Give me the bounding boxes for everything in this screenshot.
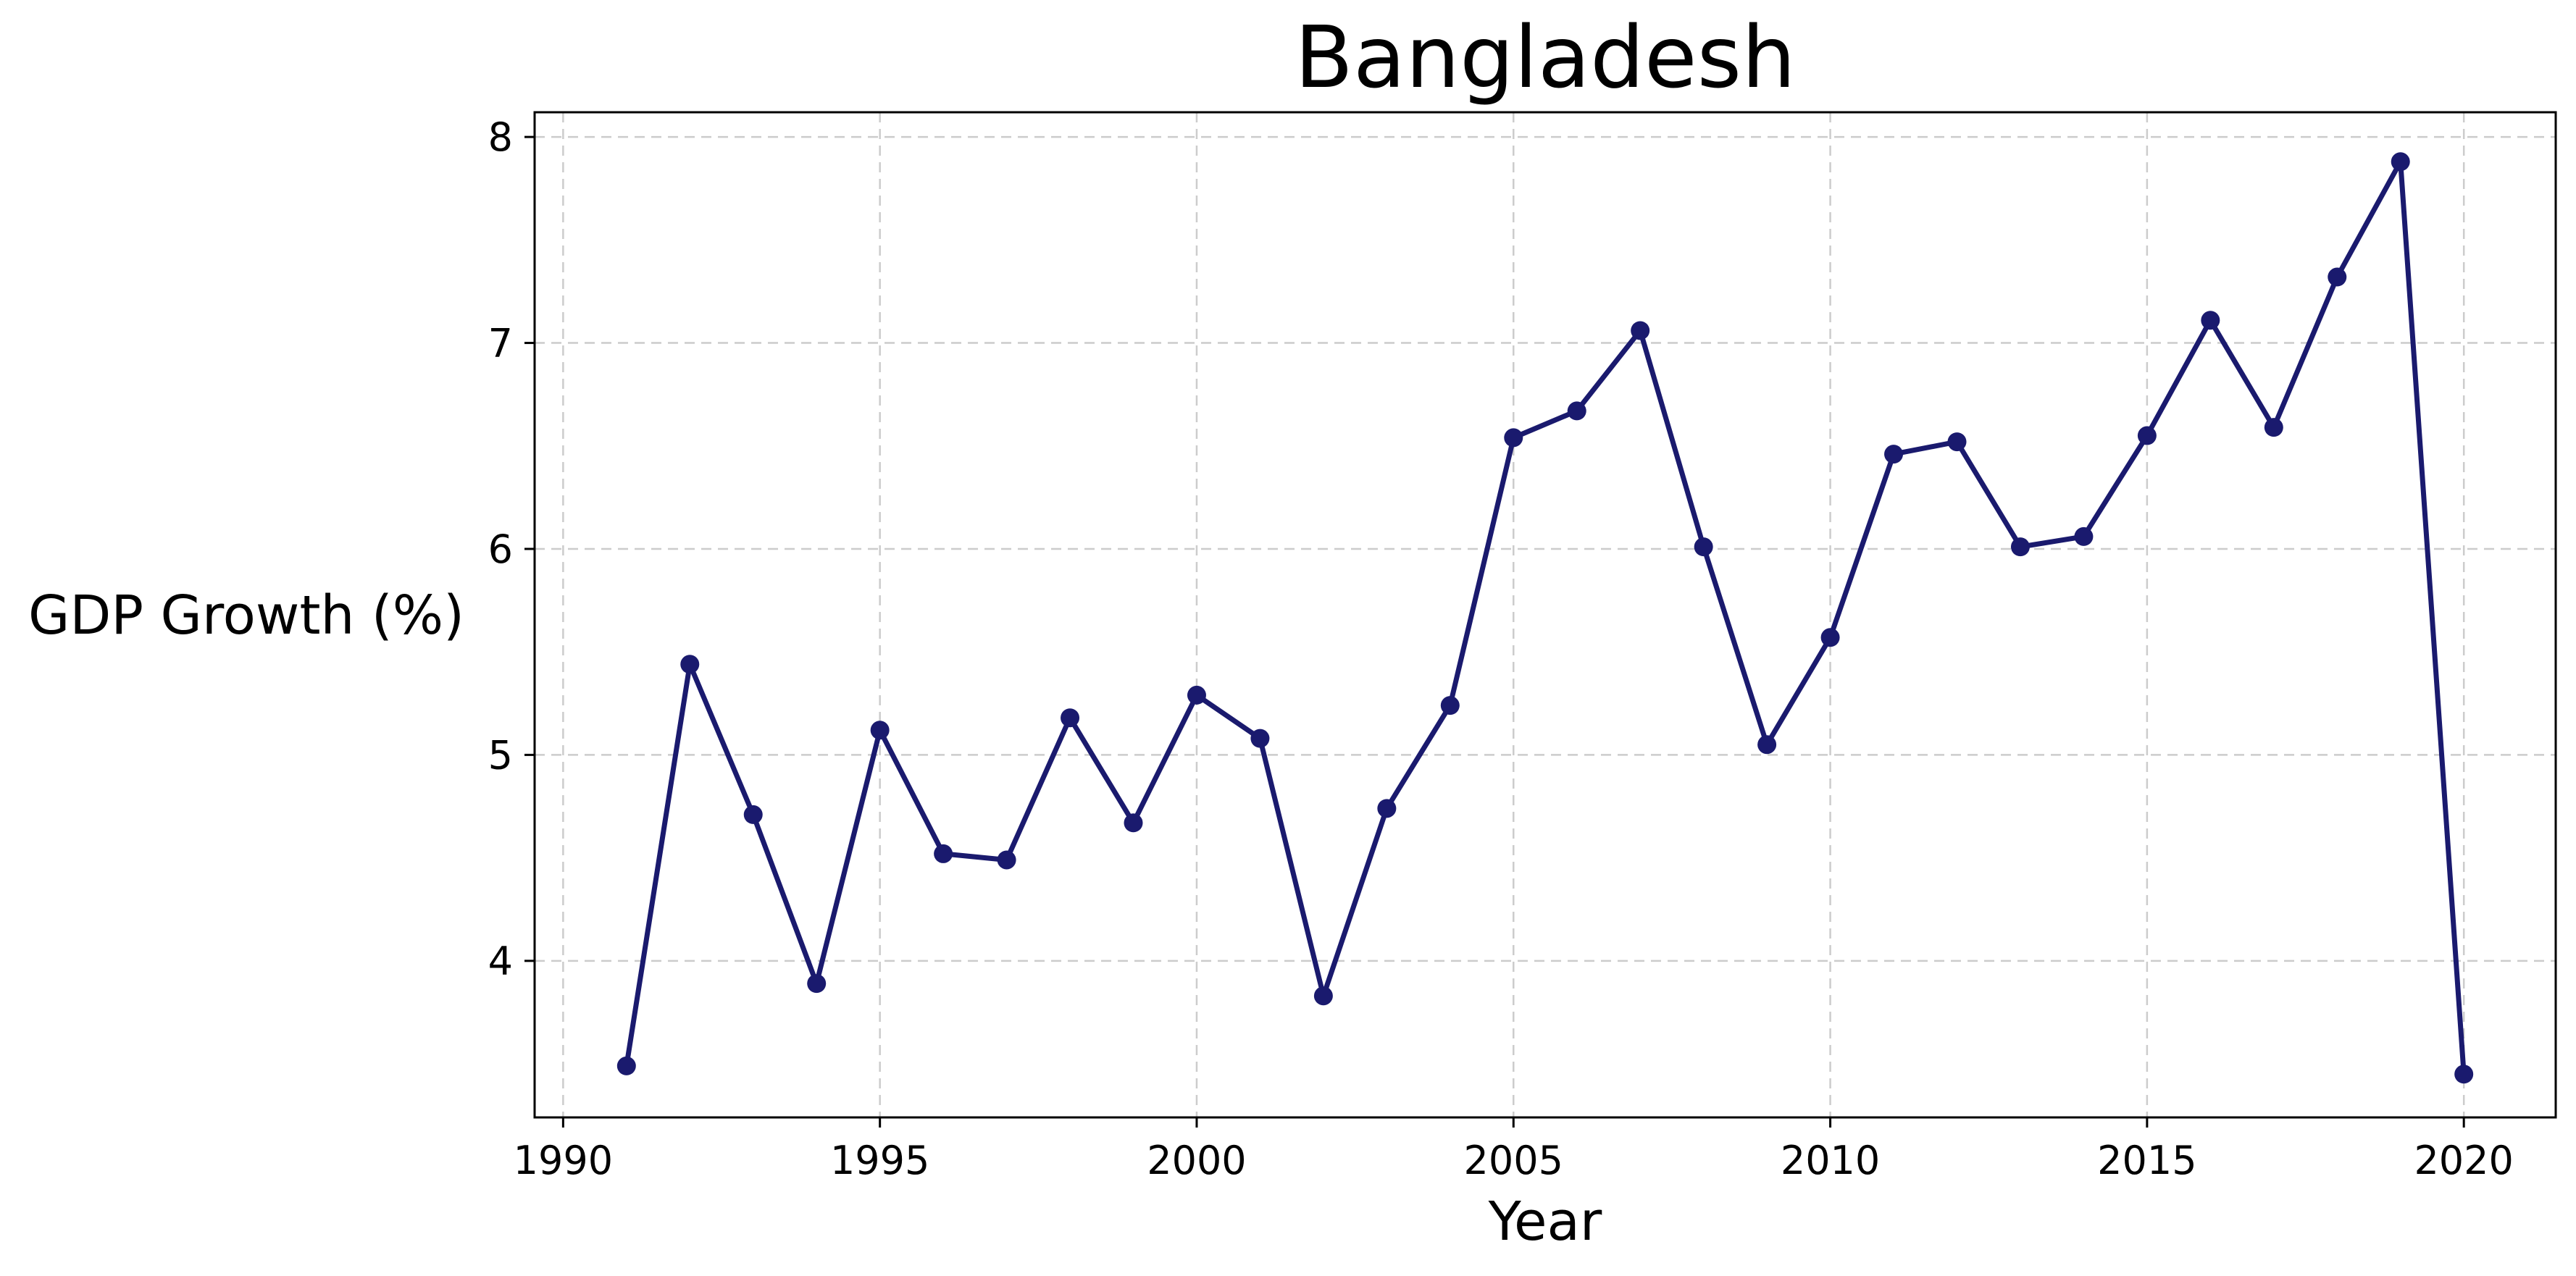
y-tick-label: 6: [488, 526, 513, 572]
x-tick-label: 1990: [514, 1138, 613, 1183]
y-tick-label: 4: [488, 939, 513, 984]
data-point: [1440, 696, 1460, 715]
data-point: [2201, 311, 2220, 330]
data-point: [807, 974, 827, 994]
data-point: [2454, 1065, 2474, 1084]
y-axis: 4 5 6 7 8: [488, 114, 535, 984]
data-point: [1884, 445, 1904, 464]
data-point: [1947, 432, 1967, 452]
data-point: [2328, 267, 2347, 287]
data-point: [1694, 537, 1713, 557]
series-line: [624, 159, 2467, 1077]
data-point: [616, 1056, 636, 1075]
data-point: [2137, 426, 2157, 445]
data-point: [1187, 685, 1206, 705]
grid-layer: [535, 112, 2556, 1117]
data-point: [997, 850, 1016, 870]
data-point: [1124, 813, 1143, 833]
plot-frame: [533, 111, 2557, 1119]
data-point: [1377, 799, 1397, 818]
x-tick-label: 1995: [830, 1138, 929, 1183]
data-point: [1631, 321, 1650, 340]
data-point: [2010, 537, 2030, 557]
x-axis-label: Year: [1488, 1191, 1602, 1253]
x-tick-label: 2010: [1781, 1138, 1880, 1183]
y-tick-label: 5: [488, 732, 513, 778]
data-point: [870, 721, 890, 740]
data-point: [680, 655, 700, 674]
data-point: [2074, 526, 2094, 546]
marker-layer: [616, 152, 2474, 1084]
chart-title: Bangladesh: [1295, 7, 1796, 107]
y-axis-label: GDP Growth (%): [28, 584, 464, 647]
data-point: [2264, 418, 2283, 437]
data-point: [934, 844, 953, 863]
data-point: [1820, 628, 1840, 647]
data-point: [1061, 708, 1080, 728]
x-tick-label: 2020: [2414, 1138, 2513, 1183]
data-point: [2391, 152, 2410, 172]
data-point: [1504, 428, 1523, 448]
x-tick-label: 2015: [2097, 1138, 2196, 1183]
x-tick-label: 2000: [1147, 1138, 1246, 1183]
data-point: [1567, 401, 1586, 421]
x-axis: 1990 1995 2000 2005 2010 2015 2020: [514, 1117, 2514, 1183]
data-point: [743, 805, 763, 824]
data-point: [1757, 735, 1777, 755]
y-tick-label: 8: [488, 114, 513, 160]
x-tick-label: 2005: [1464, 1138, 1563, 1183]
data-point: [1313, 986, 1333, 1006]
data-point: [1250, 729, 1270, 748]
series-layer: [624, 159, 2467, 1077]
y-tick-label: 7: [488, 321, 513, 366]
